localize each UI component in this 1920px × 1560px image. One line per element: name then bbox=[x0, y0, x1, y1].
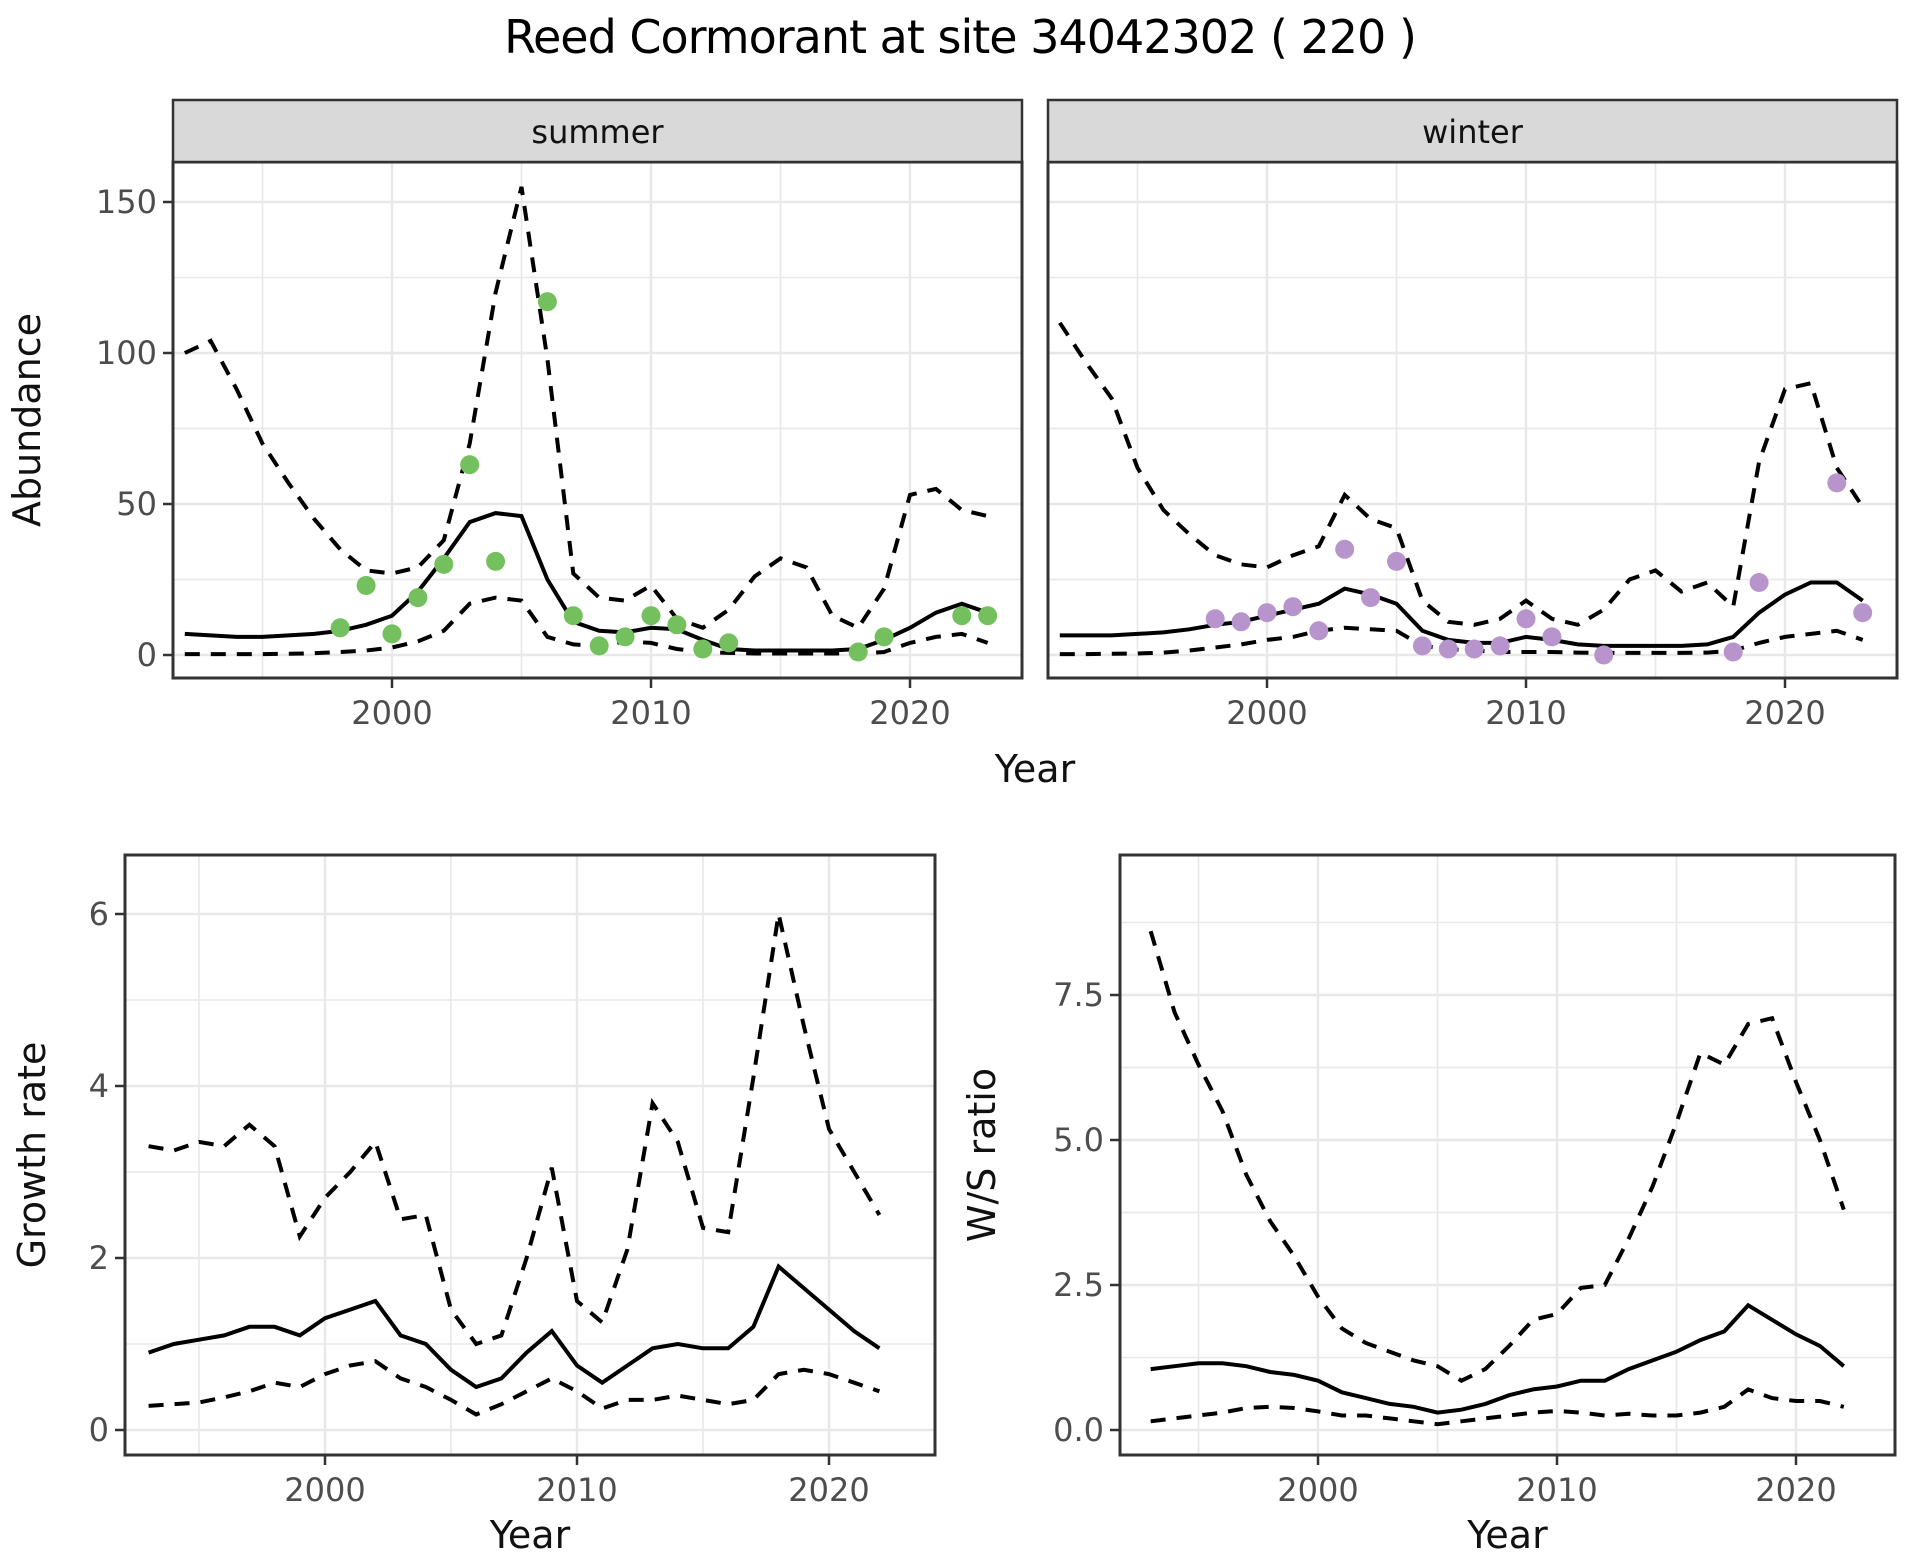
panel-background bbox=[1048, 162, 1897, 678]
observed-point bbox=[537, 292, 557, 312]
observed-point bbox=[1542, 627, 1562, 647]
upper-ci-line bbox=[1148, 930, 1846, 1383]
x-tick-label: 2010 bbox=[1516, 1471, 1597, 1509]
abundance-axis-title: Abundance bbox=[5, 313, 49, 527]
observed-point bbox=[848, 642, 868, 662]
observed-point bbox=[1283, 597, 1303, 617]
observed-point bbox=[719, 633, 739, 653]
observed-point bbox=[1231, 612, 1251, 632]
x-tick-label: 2020 bbox=[869, 694, 950, 732]
observed-point bbox=[408, 588, 428, 608]
x-tick-label: 2010 bbox=[1485, 694, 1566, 732]
x-tick-label: 2000 bbox=[351, 694, 432, 732]
x-tick-label: 2000 bbox=[1277, 1471, 1358, 1509]
lower-ci-line bbox=[1059, 625, 1864, 657]
observed-point bbox=[486, 551, 506, 571]
observed-point bbox=[1387, 551, 1406, 571]
y-tick-label: 2.5 bbox=[1053, 1266, 1104, 1304]
observed-point bbox=[460, 455, 480, 475]
observed-point bbox=[1853, 603, 1873, 623]
observed-point bbox=[978, 606, 998, 626]
y-tick-label: 0.0 bbox=[1053, 1411, 1104, 1449]
observed-point bbox=[330, 618, 350, 638]
x-tick-label: 2020 bbox=[1755, 1471, 1836, 1509]
observed-point bbox=[1749, 573, 1769, 592]
observed-point bbox=[1516, 609, 1536, 629]
y-tick-label: 50 bbox=[116, 485, 157, 523]
facet-strip bbox=[171, 98, 1024, 164]
x-tick-label: 2020 bbox=[788, 1471, 869, 1509]
mean-fit-line bbox=[1059, 580, 1864, 648]
y-tick-label: 6 bbox=[89, 895, 109, 933]
y-tick-label: 0 bbox=[89, 1411, 109, 1449]
observed-point bbox=[615, 627, 635, 647]
observed-point bbox=[693, 639, 713, 659]
observed-point bbox=[1723, 642, 1743, 662]
observed-point bbox=[589, 636, 609, 656]
observed-point bbox=[1361, 588, 1381, 608]
y-tick-label: 5.0 bbox=[1053, 1121, 1104, 1159]
facet-strip-label: summer bbox=[531, 113, 664, 151]
y-tick-label: 100 bbox=[96, 334, 157, 372]
panel-abundance-winter: 2000 2010 2020 winter bbox=[1046, 98, 1899, 732]
y-tick-label: 7.5 bbox=[1053, 976, 1104, 1014]
lower-ci-line bbox=[1150, 1387, 1845, 1427]
x-tick-label: 2020 bbox=[1744, 694, 1825, 732]
x-tick-label: 2010 bbox=[536, 1471, 617, 1509]
observed-point bbox=[563, 606, 583, 626]
observed-point bbox=[1309, 621, 1329, 641]
observed-point bbox=[1257, 603, 1277, 623]
observed-point bbox=[1205, 609, 1225, 629]
observed-point bbox=[952, 606, 972, 626]
y-tick-label: 150 bbox=[96, 183, 157, 221]
upper-ci-line bbox=[1058, 321, 1865, 627]
y-tick-label: 4 bbox=[89, 1067, 109, 1105]
observed-point bbox=[667, 615, 687, 635]
y-tick-label: 2 bbox=[89, 1239, 109, 1277]
x-axis-title: Year bbox=[1466, 1513, 1548, 1557]
lower-ci-line bbox=[148, 1359, 881, 1417]
observed-point bbox=[1464, 639, 1484, 659]
panel-abundance-summer: 2000 2010 2020 0 50 100 150 summer bbox=[96, 98, 1024, 732]
observed-point bbox=[1594, 645, 1614, 665]
panel-border bbox=[123, 853, 937, 1457]
observed-point bbox=[1827, 473, 1847, 493]
upper-ci-line bbox=[148, 913, 882, 1347]
x-tick-label: 2000 bbox=[1226, 694, 1307, 732]
x-axis-title: Year bbox=[489, 1513, 571, 1557]
observed-point bbox=[382, 624, 402, 644]
observed-point bbox=[356, 576, 376, 595]
mean-fit-line bbox=[147, 1263, 881, 1390]
observed-point bbox=[641, 606, 661, 626]
facet-strip-label: winter bbox=[1422, 113, 1524, 151]
panel-background bbox=[1120, 855, 1895, 1455]
panel-growth-rate: 2000 2010 2020 0 2 4 6 Year bbox=[89, 853, 937, 1557]
y-tick-label: 0 bbox=[137, 636, 157, 674]
observed-point bbox=[874, 627, 894, 647]
observed-point bbox=[1412, 636, 1432, 656]
observed-point bbox=[1438, 639, 1458, 659]
top-year-axis-title: Year bbox=[994, 747, 1076, 791]
observed-point bbox=[1490, 636, 1510, 656]
mean-fit-line bbox=[1150, 1302, 1846, 1415]
growth-rate-axis-title: Growth rate bbox=[10, 1042, 54, 1269]
observed-point bbox=[434, 554, 454, 574]
facet-strip bbox=[1046, 98, 1899, 164]
panel-ws-ratio: 2000 2010 2020 0.0 2.5 5.0 7.5 Year bbox=[1053, 853, 1897, 1557]
figure-title: Reed Cormorant at site 34042302 ( 220 ) bbox=[504, 10, 1417, 64]
upper-ci-line bbox=[183, 186, 989, 631]
observed-point bbox=[1335, 539, 1355, 559]
panel-background bbox=[173, 162, 1022, 678]
ws-ratio-axis-title: W/S ratio bbox=[960, 1068, 1004, 1242]
panel-background bbox=[125, 855, 935, 1455]
panel-border bbox=[1118, 853, 1897, 1457]
x-tick-label: 2000 bbox=[284, 1471, 365, 1509]
x-tick-label: 2010 bbox=[610, 694, 691, 732]
